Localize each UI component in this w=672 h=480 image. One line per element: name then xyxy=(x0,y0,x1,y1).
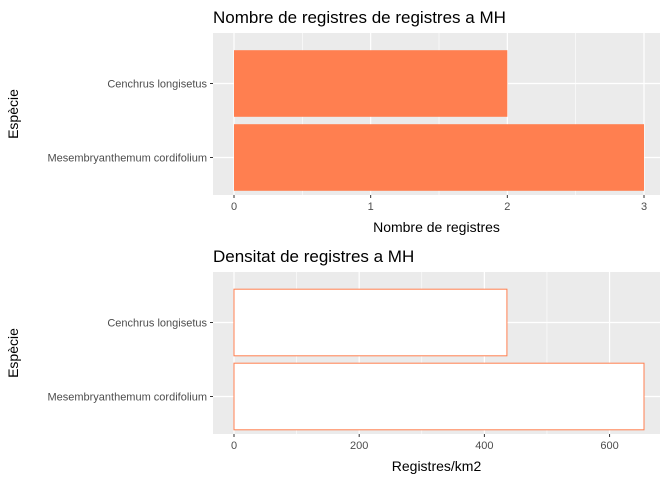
x-tick-label: 1 xyxy=(368,201,374,213)
x-tick-label: 600 xyxy=(600,440,618,452)
bar xyxy=(234,50,508,117)
chart-panel-density: Densitat de registres a MH Mesembryanthe… xyxy=(5,247,660,474)
chart-panel-count: Nombre de registres de registres a MH Me… xyxy=(5,8,660,235)
chart-title: Nombre de registres de registres a MH xyxy=(213,8,506,27)
y-tick-labels: Mesembryanthemum cordifolium Cenchrus lon… xyxy=(47,79,213,165)
x-tick-label: 3 xyxy=(641,201,647,213)
y-tick-label: Mesembryanthemum cordifolium xyxy=(47,153,207,165)
y-tick-label: Cenchrus longisetus xyxy=(107,318,207,330)
x-tick-label: 0 xyxy=(231,201,237,213)
bar xyxy=(233,362,645,431)
y-tick-label: Mesembryanthemum cordifolium xyxy=(47,392,207,404)
x-tick-label: 2 xyxy=(504,201,510,213)
x-axis-title: Registres/km2 xyxy=(392,458,482,474)
x-tick-labels: 0 1 2 3 xyxy=(231,195,647,213)
x-tick-label: 0 xyxy=(231,440,237,452)
y-tick-labels: Mesembryanthemum cordifolium Cenchrus lon… xyxy=(47,318,213,404)
bars xyxy=(234,50,644,191)
x-tick-labels: 0 200 400 600 xyxy=(231,434,619,452)
bars xyxy=(233,288,645,431)
bar xyxy=(233,288,508,357)
y-tick-label: Cenchrus longisetus xyxy=(107,79,207,91)
bar xyxy=(234,124,644,191)
x-tick-label: 400 xyxy=(475,440,493,452)
y-axis-title: Espècie xyxy=(5,328,21,378)
y-axis-title: Espècie xyxy=(5,89,21,139)
chart-title: Densitat de registres a MH xyxy=(213,247,414,266)
x-axis-title: Nombre de registres xyxy=(373,219,500,235)
x-tick-label: 200 xyxy=(350,440,368,452)
